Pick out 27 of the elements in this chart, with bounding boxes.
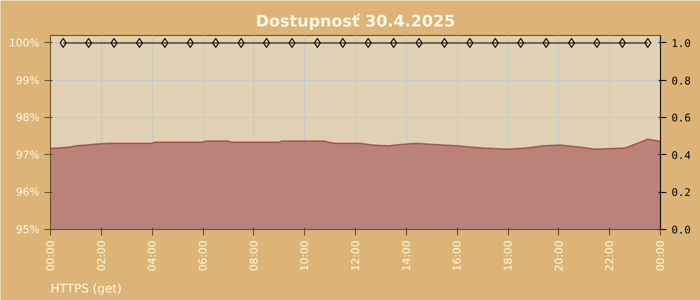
x-tick-label: 06:00 — [196, 240, 210, 272]
y-tick-label: 95% — [16, 223, 40, 236]
y-tick-label: 97% — [16, 148, 40, 162]
x-tick-label: 00:00 — [44, 240, 57, 272]
x-tick-label: 20:00 — [552, 240, 566, 272]
y-tick-label: 96% — [16, 186, 40, 199]
x-tick-label: 22:00 — [603, 240, 616, 272]
chart-title: Dostupnosť 30.4.2025 — [256, 12, 456, 30]
y2-tick-label: 0.0 — [672, 224, 691, 236]
x-tick-label: 14:00 — [400, 240, 413, 272]
y-tick-label: 98% — [16, 111, 40, 124]
x-tick-label: 02:00 — [94, 240, 108, 272]
y2-tick-label: 0.8 — [672, 74, 691, 88]
y-tick-label: 100% — [9, 36, 40, 50]
y2-tick-label: 1.0 — [672, 36, 691, 50]
x-tick-label: 08:00 — [247, 240, 260, 272]
x-tick-label: 04:00 — [146, 240, 159, 272]
y-tick-label: 99% — [16, 74, 40, 87]
y2-tick-label: 0.6 — [672, 112, 691, 125]
x-tick-label: 16:00 — [450, 240, 464, 272]
x-tick-label: 18:00 — [502, 240, 514, 272]
x-tick-label: 12:00 — [349, 240, 362, 272]
y2-tick-label: 0.4 — [672, 148, 691, 162]
y2-tick-label: 0.2 — [672, 186, 691, 200]
text: HTTPS (get) — [50, 282, 122, 296]
x-tick-label: 00:00 — [654, 240, 667, 272]
x-tick-label: 10:00 — [298, 240, 312, 272]
